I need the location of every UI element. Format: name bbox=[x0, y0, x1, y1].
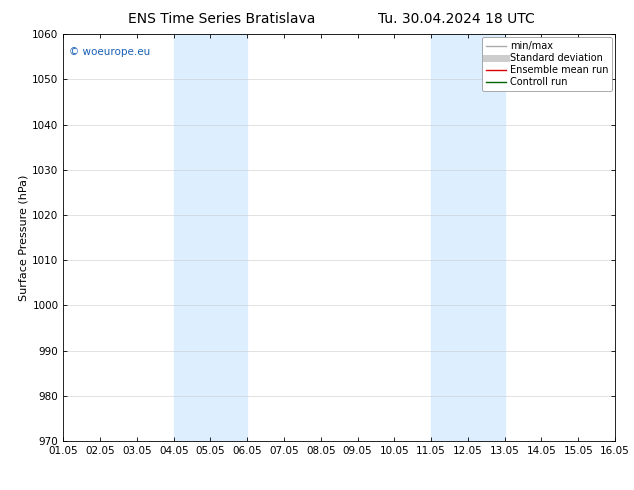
Legend: min/max, Standard deviation, Ensemble mean run, Controll run: min/max, Standard deviation, Ensemble me… bbox=[482, 37, 612, 91]
Text: ENS Time Series Bratislava: ENS Time Series Bratislava bbox=[128, 12, 316, 26]
Bar bbox=[174, 34, 247, 441]
Text: Tu. 30.04.2024 18 UTC: Tu. 30.04.2024 18 UTC bbox=[378, 12, 535, 26]
Text: © woeurope.eu: © woeurope.eu bbox=[69, 47, 150, 56]
Bar bbox=[431, 34, 505, 441]
Y-axis label: Surface Pressure (hPa): Surface Pressure (hPa) bbox=[18, 174, 28, 301]
